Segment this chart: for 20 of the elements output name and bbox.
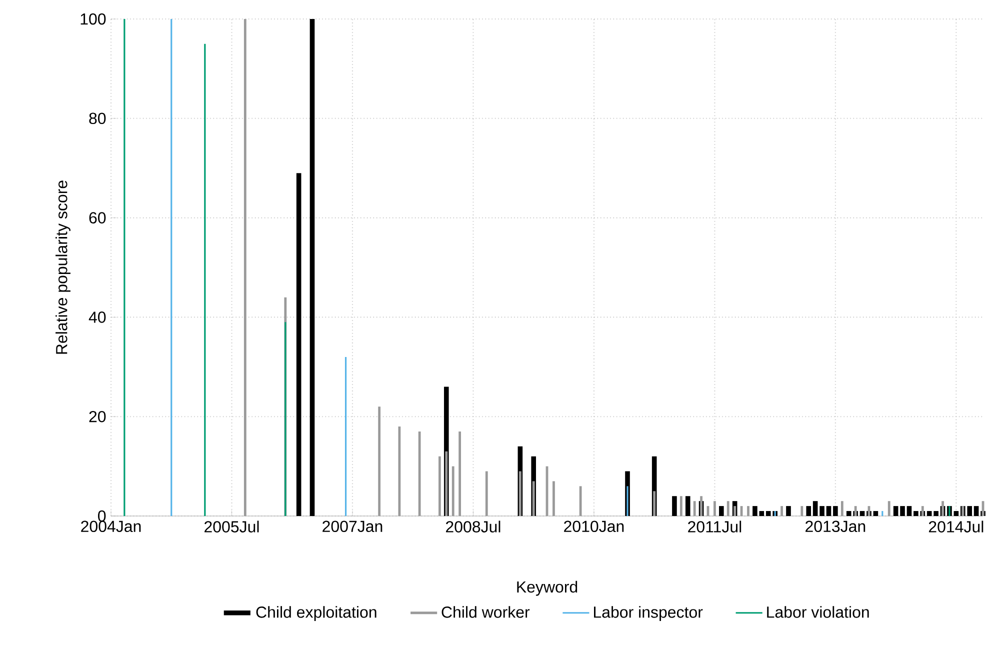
x-tick-label: 2008Jul	[446, 520, 500, 532]
x-tick-label: 2005Jul	[204, 520, 259, 532]
x-tick-label: 2011Jul	[688, 520, 742, 532]
legend-label: Child worker	[442, 606, 530, 618]
y-tick-label: 20	[89, 410, 106, 422]
y-tick-label: 60	[89, 212, 106, 224]
x-tick-label: 2014Jul	[928, 520, 984, 532]
y-tick-label: 80	[89, 112, 106, 124]
legend-label: Child exploitation	[256, 606, 376, 622]
x-tick-label: 2013Jan	[806, 520, 866, 532]
x-tick-label: 2007Jan	[322, 520, 382, 532]
legend-label: Labor inspector	[594, 606, 703, 622]
y-tick-label: 100	[80, 13, 106, 25]
legend-title: Keyword	[517, 580, 578, 596]
y-axis-title: Relative popularity score	[56, 180, 70, 354]
x-tick-label: 2010Jan	[564, 520, 624, 532]
legend-label: Labor violation	[767, 606, 869, 618]
y-tick-label: 0	[98, 510, 106, 522]
y-tick-label: 40	[88, 312, 106, 323]
x-tick-label: 2004Jan	[81, 520, 141, 532]
